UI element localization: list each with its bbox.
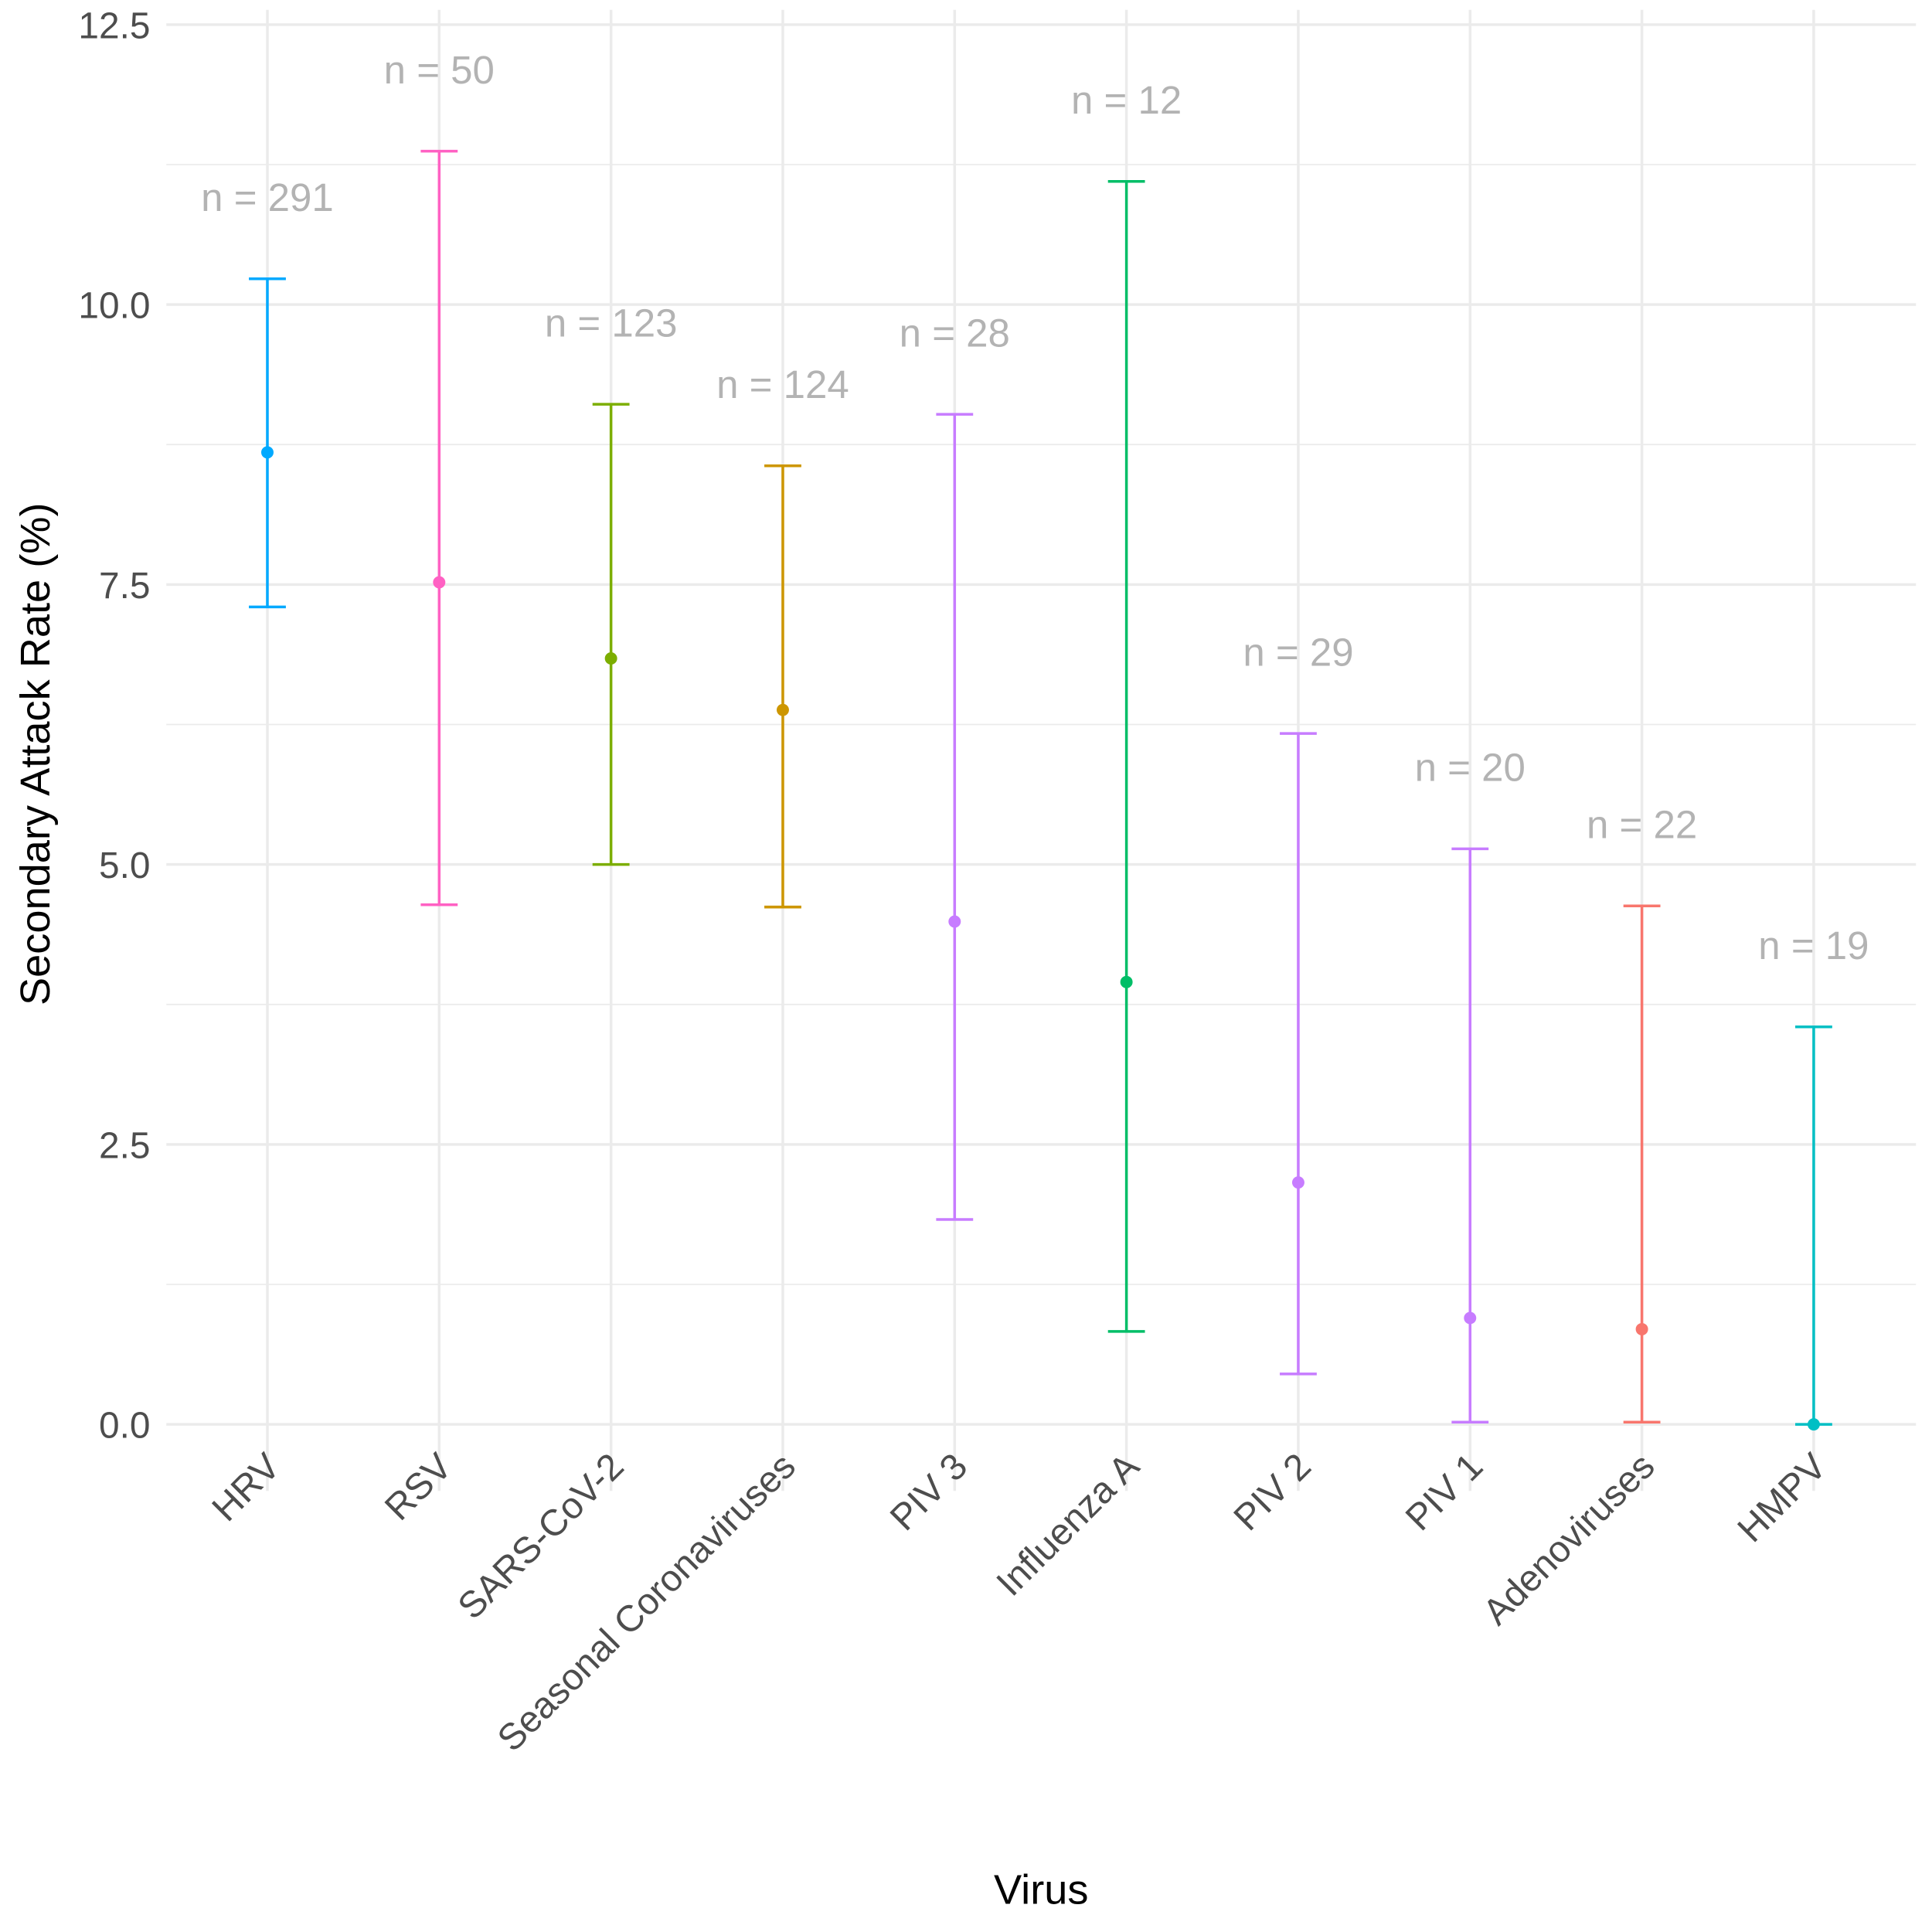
y-tick-label: 5.0 [99, 845, 151, 886]
x-tick-label: HRV [205, 1446, 288, 1529]
n-label: n = 29 [1243, 630, 1353, 674]
y-axis-title: Secondary Attack Rate (%) [12, 502, 59, 1005]
x-tick-label: PIV 3 [883, 1446, 975, 1539]
n-label: n = 28 [900, 311, 1010, 355]
n-label: n = 123 [545, 301, 678, 345]
data-point [948, 915, 961, 928]
n-label: n = 124 [716, 362, 849, 406]
y-tick-labels: 0.0 2.5 5.0 7.5 10.0 12.5 [78, 5, 150, 1446]
x-tick-label: PIV 1 [1398, 1446, 1491, 1539]
marks: n = 291 n = 50 n = 123 n = 124 n = 28 n = 12 n… [201, 48, 1869, 1431]
n-label: n = 19 [1758, 923, 1869, 968]
data-point [604, 652, 617, 665]
grid [166, 9, 1917, 1492]
data-point [1807, 1418, 1820, 1431]
x-tick-label: Influenza A [989, 1446, 1148, 1604]
y-tick-label: 7.5 [99, 566, 151, 607]
n-label: n = 12 [1071, 78, 1182, 122]
data-point [1464, 1311, 1477, 1325]
n-label: n = 291 [201, 175, 334, 219]
data-point [261, 446, 274, 459]
y-tick-label: 0.0 [99, 1406, 151, 1447]
x-tick-label: Seasonal Coronaviruses [490, 1446, 804, 1760]
data-point [433, 576, 446, 589]
x-tick-label: HMPV [1730, 1446, 1835, 1550]
data-point [1291, 1176, 1304, 1189]
x-tick-label: PIV 2 [1226, 1446, 1319, 1539]
n-label: n = 20 [1415, 746, 1526, 790]
n-label: n = 50 [384, 48, 495, 92]
x-tick-label: Adenoviruses [1475, 1446, 1662, 1633]
x-tick-label: SARS-CoV-2 [451, 1446, 632, 1628]
x-tick-label: RSV [377, 1446, 460, 1529]
y-tick-label: 10.0 [78, 286, 150, 327]
x-axis-title: Virus [994, 1866, 1088, 1913]
y-tick-label: 2.5 [99, 1125, 151, 1166]
n-label: n = 22 [1587, 803, 1697, 847]
y-tick-label: 12.5 [78, 5, 150, 46]
data-point [776, 703, 789, 716]
data-point [1120, 975, 1133, 988]
data-point [1635, 1322, 1648, 1335]
